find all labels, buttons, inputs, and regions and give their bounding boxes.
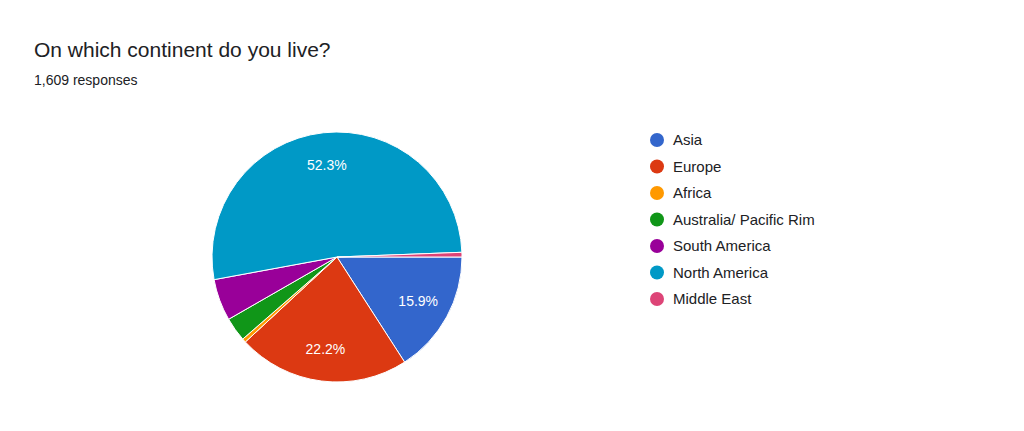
data-label: 15.9% (398, 293, 438, 309)
legend-swatch (650, 160, 664, 174)
data-labels: 15.9% 22.2% 52.3% (306, 157, 438, 357)
legend-item: Europe (650, 158, 721, 175)
pie (212, 132, 462, 382)
legend-item: Africa (650, 184, 712, 201)
legend-label: Africa (673, 184, 712, 201)
legend-item: Asia (650, 131, 703, 148)
subtitle: 1,609 responses (34, 72, 138, 88)
legend-item: North America (650, 264, 769, 281)
legend-swatch (650, 266, 664, 280)
title: On which continent do you live? (34, 38, 331, 61)
legend-label: Australia/ Pacific Rim (673, 211, 815, 228)
legend-label: South America (673, 237, 771, 254)
legend-swatch (650, 292, 664, 306)
legend-item: Australia/ Pacific Rim (650, 211, 815, 228)
legend-swatch (650, 239, 664, 253)
data-label: 52.3% (307, 157, 347, 173)
legend: Asia Europe Africa Australia/ Pacific Rim So… (650, 131, 815, 307)
legend-item: South America (650, 237, 771, 254)
legend-label: Middle East (673, 290, 752, 307)
data-label: 22.2% (306, 341, 346, 357)
chart: On which continent do you live? 1,609 res… (0, 0, 1024, 431)
legend-label: Europe (673, 158, 721, 175)
legend-label: Asia (673, 131, 703, 148)
legend-item: Middle East (650, 290, 752, 307)
legend-swatch (650, 213, 664, 227)
legend-swatch (650, 186, 664, 200)
pie-slice (337, 252, 462, 257)
legend-label: North America (673, 264, 769, 281)
pie-slice (212, 132, 462, 280)
legend-swatch (650, 133, 664, 147)
